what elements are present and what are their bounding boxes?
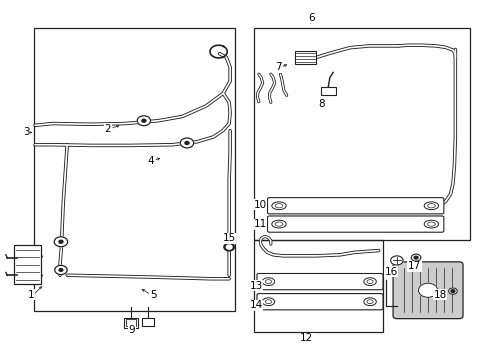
Circle shape — [55, 265, 67, 275]
Bar — [254, 28, 469, 240]
Text: 5: 5 — [150, 290, 157, 300]
Circle shape — [413, 256, 417, 259]
Bar — [34, 28, 234, 311]
Ellipse shape — [363, 298, 376, 306]
FancyBboxPatch shape — [392, 262, 462, 319]
Ellipse shape — [427, 204, 434, 208]
Bar — [142, 318, 154, 327]
FancyBboxPatch shape — [267, 216, 443, 232]
Text: 18: 18 — [432, 290, 446, 300]
Circle shape — [418, 283, 437, 297]
Text: 9: 9 — [128, 325, 135, 335]
Ellipse shape — [262, 278, 274, 285]
Text: 11: 11 — [253, 219, 266, 229]
Ellipse shape — [366, 280, 372, 284]
Ellipse shape — [423, 220, 438, 228]
Text: 4: 4 — [147, 156, 154, 166]
Bar — [126, 319, 136, 327]
FancyBboxPatch shape — [256, 274, 382, 290]
Circle shape — [410, 254, 420, 261]
Circle shape — [142, 119, 145, 122]
Ellipse shape — [271, 220, 285, 228]
Text: 17: 17 — [407, 261, 420, 271]
Text: 3: 3 — [23, 127, 30, 138]
Circle shape — [226, 245, 232, 249]
Text: 15: 15 — [222, 233, 235, 243]
Bar — [15, 245, 41, 284]
Circle shape — [450, 290, 454, 293]
Text: 12: 12 — [300, 333, 313, 343]
Text: 14: 14 — [249, 300, 262, 310]
Circle shape — [390, 256, 402, 265]
Ellipse shape — [275, 204, 282, 208]
Text: 6: 6 — [307, 13, 314, 23]
Circle shape — [59, 240, 63, 243]
Circle shape — [59, 269, 62, 271]
Bar — [123, 318, 138, 328]
Circle shape — [184, 141, 189, 144]
Circle shape — [54, 237, 67, 247]
Ellipse shape — [262, 298, 274, 306]
Ellipse shape — [265, 300, 271, 303]
Ellipse shape — [366, 300, 372, 303]
Bar — [321, 86, 335, 95]
FancyBboxPatch shape — [256, 294, 382, 310]
Ellipse shape — [427, 222, 434, 226]
Circle shape — [447, 288, 456, 294]
Text: 1: 1 — [28, 290, 35, 300]
Text: 13: 13 — [249, 281, 262, 291]
Circle shape — [137, 116, 150, 126]
Circle shape — [224, 243, 234, 251]
Ellipse shape — [275, 222, 282, 226]
Bar — [294, 51, 316, 64]
Text: 2: 2 — [104, 124, 111, 134]
Circle shape — [180, 138, 193, 148]
Ellipse shape — [423, 202, 438, 210]
Text: 7: 7 — [274, 62, 281, 72]
Ellipse shape — [363, 278, 376, 285]
Ellipse shape — [265, 280, 271, 284]
Ellipse shape — [271, 202, 285, 210]
Text: 10: 10 — [253, 200, 266, 210]
FancyBboxPatch shape — [267, 198, 443, 214]
Text: 16: 16 — [384, 267, 397, 277]
Text: 8: 8 — [317, 99, 324, 109]
Bar — [254, 240, 383, 332]
